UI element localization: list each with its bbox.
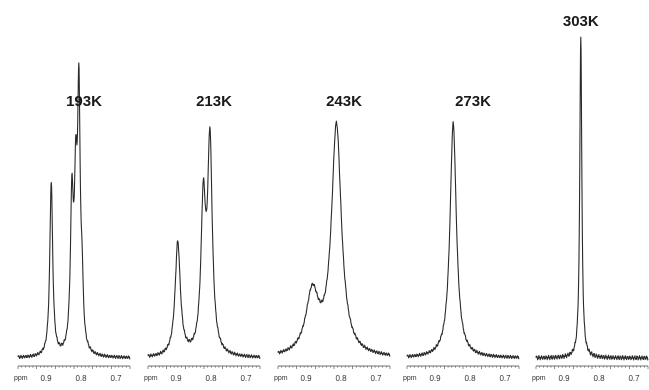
x-tick-label: 0.9 [300,374,312,383]
x-tick-label: 0.9 [429,374,441,383]
x-tick-label: 0.9 [558,374,570,383]
x-tick-label: 0.8 [75,374,87,383]
x-axis-unit-label: ppm [403,375,417,382]
spectrum-trace [406,121,520,360]
spectrum-trace [277,120,391,357]
x-tick-label: 0.9 [170,374,182,383]
spectrum-trace [535,36,649,361]
spectrum-trace [147,126,261,359]
temperature-label: 243K [326,93,362,110]
spectrum-panel-213k: 213K ppm 0.9 0.8 0.7 [144,93,261,383]
temperature-label: 303K [563,13,599,30]
temperature-label: 213K [196,93,232,110]
x-tick-label: 0.7 [240,374,252,383]
temperature-label: 193K [66,93,102,110]
x-tick-label: 0.7 [628,374,640,383]
temperature-label: 273K [455,93,491,110]
spectrum-panel-243k: 243K ppm 0.9 0.8 0.7 [274,93,391,383]
spectrum-panel-303k: 303K ppm 0.9 0.8 0.7 [532,13,649,383]
x-tick-label: 0.7 [110,374,122,383]
x-axis-unit-label: ppm [274,375,288,382]
x-tick-label: 0.7 [499,374,511,383]
x-tick-label: 0.7 [370,374,382,383]
x-axis-unit-label: ppm [14,375,28,382]
spectrum-trace [17,62,131,360]
x-tick-label: 0.8 [205,374,217,383]
spectrum-panel-273k: 273K ppm 0.9 0.8 0.7 [403,93,520,383]
x-tick-label: 0.9 [40,374,52,383]
x-axis-unit-label: ppm [144,375,158,382]
spectrum-panel-193k: 193K ppm 0.9 0.8 0.7 [14,62,131,383]
x-axis-unit-label: ppm [532,375,546,382]
x-tick-label: 0.8 [464,374,476,383]
x-tick-label: 0.8 [335,374,347,383]
x-tick-label: 0.8 [593,374,605,383]
